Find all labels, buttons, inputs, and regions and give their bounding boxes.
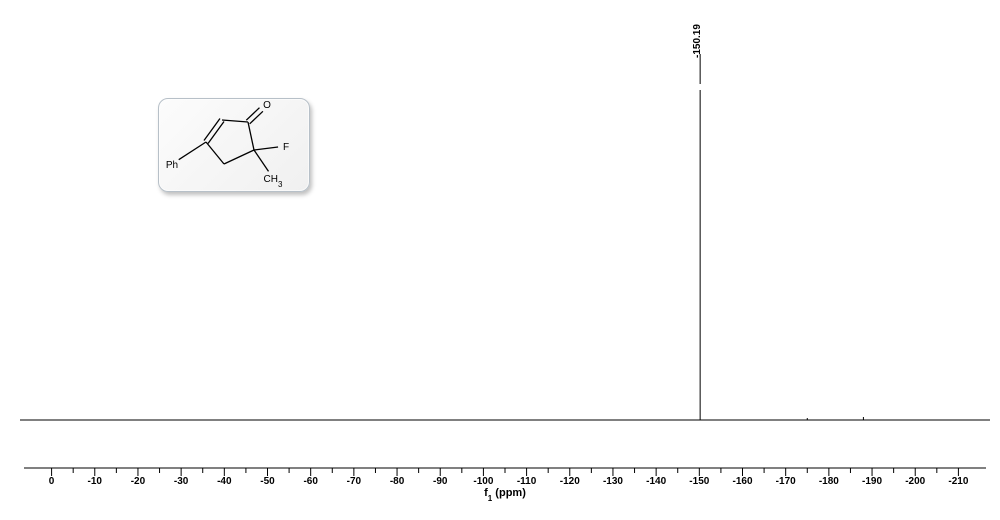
svg-text:-190: -190 bbox=[862, 476, 882, 487]
svg-text:-60: -60 bbox=[303, 476, 318, 487]
svg-text:-120: -120 bbox=[560, 476, 580, 487]
svg-text:-50: -50 bbox=[260, 476, 275, 487]
svg-text:-30: -30 bbox=[174, 476, 189, 487]
svg-text:Ph: Ph bbox=[166, 160, 178, 171]
svg-text:-130: -130 bbox=[603, 476, 623, 487]
svg-text:-170: -170 bbox=[776, 476, 796, 487]
svg-text:O: O bbox=[263, 100, 271, 111]
svg-text:-40: -40 bbox=[217, 476, 232, 487]
svg-text:f1 (ppm): f1 (ppm) bbox=[484, 487, 526, 503]
svg-text:0: 0 bbox=[49, 476, 55, 487]
svg-text:-100: -100 bbox=[473, 476, 493, 487]
x-axis: 0 -10 -20 -30 -40 -50 -60 -70 -80 -90 -100 -110 -120… bbox=[24, 468, 986, 503]
svg-text:-80: -80 bbox=[390, 476, 405, 487]
svg-text:-180: -180 bbox=[819, 476, 839, 487]
svg-text:CH3: CH3 bbox=[264, 174, 283, 189]
spectrum-trace bbox=[20, 54, 990, 420]
svg-text:-110: -110 bbox=[517, 476, 537, 487]
svg-text:-160: -160 bbox=[732, 476, 752, 487]
svg-text:-20: -20 bbox=[131, 476, 146, 487]
svg-text:-150: -150 bbox=[689, 476, 709, 487]
spectrum-svg: -150.19 0 -10 -20 -30 -40 -50 -60 -70 -80 -90 -100… bbox=[0, 0, 1000, 520]
svg-text:-200: -200 bbox=[905, 476, 925, 487]
svg-text:-210: -210 bbox=[948, 476, 968, 487]
svg-text:-10: -10 bbox=[88, 476, 103, 487]
molecule-drawing: O Ph F CH3 bbox=[166, 100, 289, 189]
peak-labels: -150.19 bbox=[692, 24, 703, 58]
svg-text:-90: -90 bbox=[433, 476, 448, 487]
svg-text:-140: -140 bbox=[646, 476, 666, 487]
svg-text:-70: -70 bbox=[347, 476, 362, 487]
svg-text:F: F bbox=[283, 142, 289, 153]
nmr-spectrum-figure: -150.19 0 -10 -20 -30 -40 -50 -60 -70 -80 -90 -100… bbox=[0, 0, 1000, 520]
svg-text:-150.19: -150.19 bbox=[692, 24, 703, 58]
